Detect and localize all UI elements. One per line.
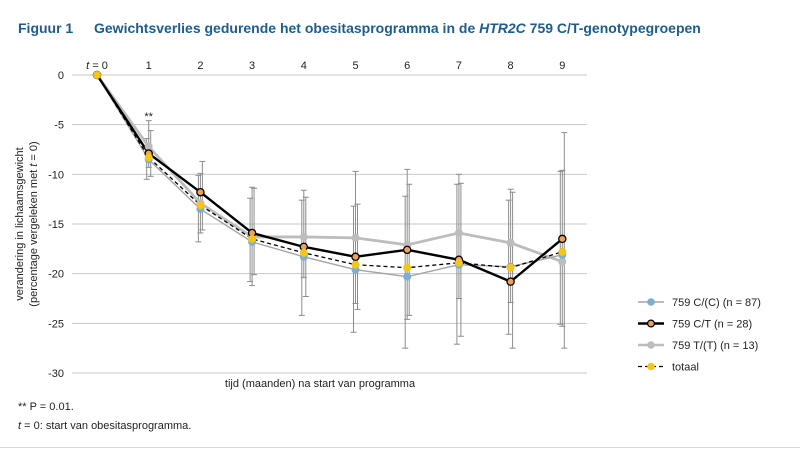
series-line xyxy=(95,74,564,283)
figure-title: Figuur 1 Gewichtsverlies gedurende het ob… xyxy=(18,20,701,36)
data-point xyxy=(351,233,360,242)
x-axis-title: tijd (maanden) na start van programma xyxy=(225,378,416,390)
data-point xyxy=(506,263,515,272)
data-point xyxy=(558,234,567,244)
y-tick-label: 0 xyxy=(58,70,64,82)
legend-swatch-marker xyxy=(646,319,656,328)
y-tick-label: -5 xyxy=(54,120,64,132)
y-tick-label: -30 xyxy=(48,368,64,380)
data-point xyxy=(506,277,515,286)
y-tick-label: -20 xyxy=(48,269,64,281)
y-axis-title-line2: (percentage vergeleken met t = 0) xyxy=(28,141,40,306)
legend-label: 759 T/(T) (n = 13) xyxy=(672,340,758,352)
x-tick-label: 6 xyxy=(404,60,410,72)
series-line xyxy=(96,74,563,269)
y-tick-label: -10 xyxy=(48,169,64,181)
data-point xyxy=(144,142,153,151)
legend-label: totaal xyxy=(672,362,699,374)
bottom-divider xyxy=(0,447,800,448)
x-tick-label: 2 xyxy=(197,60,203,72)
data-point xyxy=(196,201,205,210)
data-point xyxy=(506,238,515,247)
data-point xyxy=(248,234,257,243)
data-point xyxy=(454,228,463,237)
y-axis-title-line1: verandering in lichaamsgewicht xyxy=(14,147,26,300)
x-tick-label: 5 xyxy=(352,60,358,72)
x-tick-label: 8 xyxy=(508,60,514,72)
data-point xyxy=(144,153,153,162)
y-tick-label: -25 xyxy=(48,318,64,330)
legend-swatch-marker xyxy=(647,341,655,349)
figure-number: Figuur 1 xyxy=(18,20,74,36)
data-point xyxy=(558,257,567,266)
figure-title-part2: 759 C/T-genotypegroepen xyxy=(525,20,701,36)
legend-swatch-marker xyxy=(647,362,655,371)
figure-title-gene: HTR2C xyxy=(479,20,526,36)
t0-note: t = 0: start van obesitasprogramma. xyxy=(18,420,191,432)
data-point xyxy=(299,232,308,241)
data-point xyxy=(403,263,412,272)
significance-marker: ** xyxy=(144,111,153,123)
series-line xyxy=(96,74,563,278)
x-tick-label: 7 xyxy=(456,60,462,72)
x-tick-label: 1 xyxy=(146,60,152,72)
significance-note: ** P = 0.01. xyxy=(18,401,74,413)
legend-label: 759 C/T (n = 28) xyxy=(672,319,752,331)
data-point xyxy=(299,248,308,257)
t0-note-text: = 0: start van obesitasprogramma. xyxy=(21,420,192,432)
data-point xyxy=(93,71,102,80)
y-tick-label: -15 xyxy=(48,219,64,231)
x-tick-label: 9 xyxy=(559,60,565,72)
data-point xyxy=(403,272,412,281)
data-point xyxy=(454,258,463,267)
figure-title-part1: Gewichtsverlies gedurende het obesitaspr… xyxy=(94,20,480,36)
data-point xyxy=(351,260,360,269)
x-tick-label: 3 xyxy=(249,60,255,72)
data-point xyxy=(351,252,360,262)
data-point xyxy=(402,245,412,255)
x-tick-label: t = 0 xyxy=(86,60,108,72)
data-point xyxy=(558,247,567,256)
data-point xyxy=(196,187,205,197)
t0-note-variable: t xyxy=(18,420,22,432)
legend-swatch-marker xyxy=(647,298,655,306)
x-tick-label: 4 xyxy=(301,60,307,72)
legend-label: 759 C/(C) (n = 87) xyxy=(672,297,761,309)
series-line xyxy=(95,74,563,264)
